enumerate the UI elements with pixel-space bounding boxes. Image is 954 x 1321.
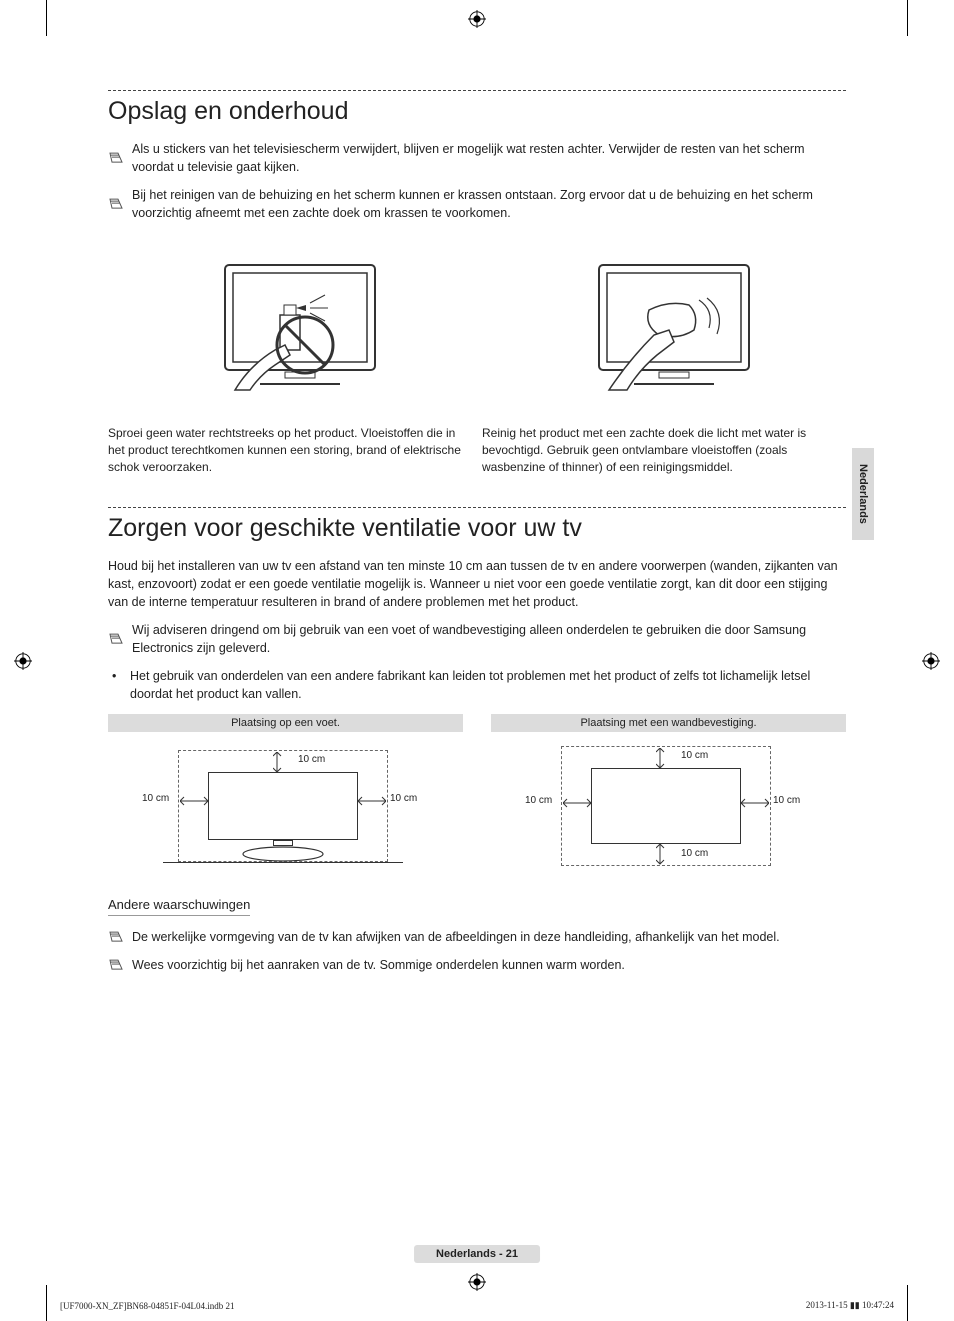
note-text: Als u stickers van het televisiescherm v…	[132, 140, 846, 176]
registration-mark-icon	[14, 652, 32, 670]
diagram-wall: Plaatsing met een wandbevestiging. 10 cm…	[491, 714, 846, 872]
section-divider	[108, 90, 846, 91]
dimension-label: 10 cm	[142, 793, 169, 804]
dimension-arrow-icon	[273, 752, 297, 774]
dimension-label: 10 cm	[681, 750, 708, 761]
note-icon	[108, 956, 124, 974]
page-footer: Nederlands - 21	[414, 1245, 540, 1263]
note-item: De werkelijke vormgeving van de tv kan a…	[108, 928, 846, 946]
illustration-row: Sproei geen water rechtstreeks op het pr…	[108, 245, 846, 477]
print-footer-right: 2013-11-15 ▮▮ 10:47:24	[806, 1300, 894, 1311]
page-content: Opslag en onderhoud Als u stickers van h…	[108, 90, 846, 984]
note-text: Wees voorzichtig bij het aanraken van de…	[132, 956, 625, 974]
note-icon	[108, 140, 124, 176]
dimension-arrow-icon	[656, 748, 680, 770]
bullet-item: • Het gebruik van onderdelen van een and…	[112, 667, 846, 703]
note-text: Bij het reinigen van de behuizing en het…	[132, 186, 846, 222]
note-icon	[108, 621, 124, 657]
bullet-text: Het gebruik van onderdelen van een ander…	[130, 667, 846, 703]
intro-paragraph: Houd bij het installeren van uw tv een a…	[108, 557, 846, 611]
ventilation-diagrams: Plaatsing op een voet. 10 cm 10 cm 10 cm	[108, 714, 846, 872]
dimension-label: 10 cm	[390, 793, 417, 804]
cloth-illustration	[482, 245, 846, 415]
diagram-header: Plaatsing op een voet.	[108, 714, 463, 732]
diagram-header: Plaatsing met een wandbevestiging.	[491, 714, 846, 732]
illustration-caption: Reinig het product met een zachte doek d…	[482, 425, 846, 477]
section-title: Zorgen voor geschikte ventilatie voor uw…	[108, 514, 846, 543]
note-icon	[108, 186, 124, 222]
stand-icon	[238, 844, 328, 864]
section-title: Opslag en onderhoud	[108, 97, 846, 126]
dimension-arrow-icon	[656, 844, 680, 866]
note-item: Wij adviseren dringend om bij gebruik va…	[108, 621, 846, 657]
note-item: Wees voorzichtig bij het aanraken van de…	[108, 956, 846, 974]
illustration-caption: Sproei geen water rechtstreeks op het pr…	[108, 425, 472, 477]
note-item: Bij het reinigen van de behuizing en het…	[108, 186, 846, 222]
illustration-col-left: Sproei geen water rechtstreeks op het pr…	[108, 245, 472, 477]
registration-mark-icon	[468, 1273, 486, 1291]
sub-heading: Andere waarschuwingen	[108, 897, 250, 916]
registration-mark-icon	[922, 652, 940, 670]
dimension-arrow-icon	[358, 796, 386, 806]
crop-mark	[46, 1285, 47, 1321]
note-text: Wij adviseren dringend om bij gebruik va…	[132, 621, 846, 657]
dimension-label: 10 cm	[773, 795, 800, 806]
registration-mark-icon	[468, 10, 486, 28]
spray-illustration	[108, 245, 472, 415]
dimension-arrow-icon	[180, 796, 208, 806]
crop-mark	[907, 0, 908, 36]
illustration-col-right: Reinig het product met een zachte doek d…	[482, 245, 846, 477]
print-footer-left: [UF7000-XN_ZF]BN68-04851F-04L04.indb 21	[60, 1301, 235, 1311]
crop-mark	[46, 0, 47, 36]
diagram-body: 10 cm 10 cm 10 cm 10 cm	[491, 732, 846, 872]
note-icon	[108, 928, 124, 946]
language-tab: Nederlands	[852, 448, 874, 540]
dimension-arrow-icon	[741, 798, 769, 808]
diagram-stand: Plaatsing op een voet. 10 cm 10 cm 10 cm	[108, 714, 463, 872]
dimension-arrow-icon	[563, 798, 591, 808]
note-text: De werkelijke vormgeving van de tv kan a…	[132, 928, 780, 946]
note-item: Als u stickers van het televisiescherm v…	[108, 140, 846, 176]
dimension-label: 10 cm	[298, 754, 325, 765]
diagram-body: 10 cm 10 cm 10 cm	[108, 732, 463, 872]
dimension-label: 10 cm	[525, 795, 552, 806]
crop-mark	[907, 1285, 908, 1321]
language-tab-label: Nederlands	[857, 464, 869, 524]
dimension-label: 10 cm	[681, 848, 708, 859]
bullet-icon: •	[112, 667, 120, 703]
section-divider	[108, 507, 846, 508]
